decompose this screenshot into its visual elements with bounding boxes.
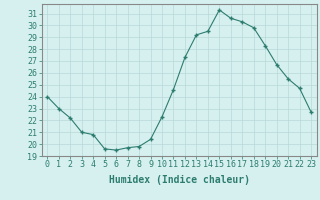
X-axis label: Humidex (Indice chaleur): Humidex (Indice chaleur) <box>109 175 250 185</box>
